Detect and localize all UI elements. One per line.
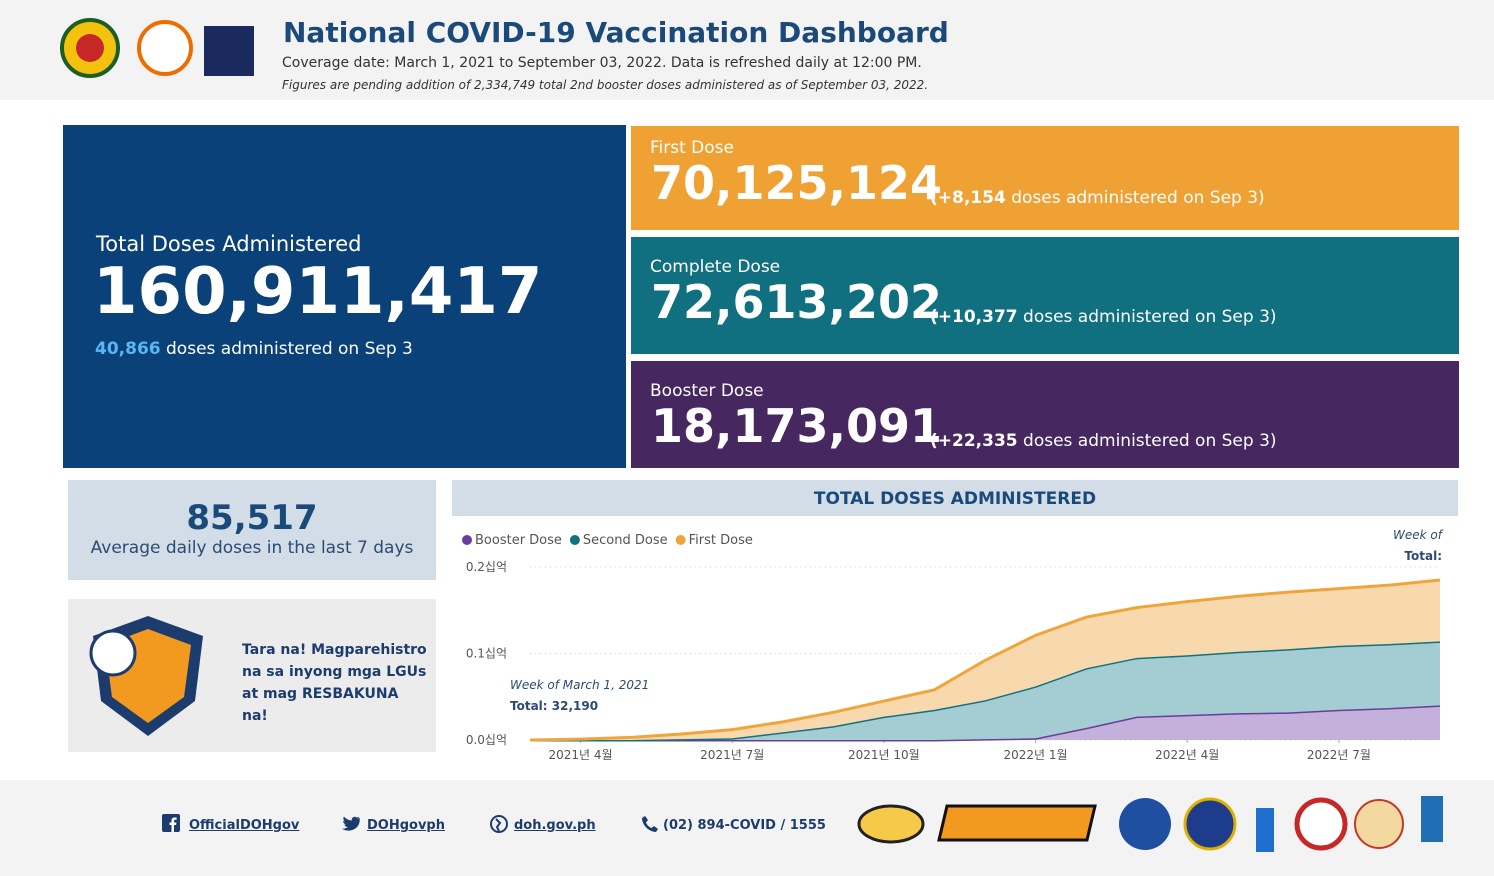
total-value: 160,911,417 [93,255,543,329]
legend-marker [569,535,580,545]
average-value: 85,517 [186,498,318,538]
note: Figures are pending addition of 2,334,74… [282,78,929,92]
total-daily: 40,866 [95,339,161,359]
seal-logo-2 [1354,799,1404,849]
annotation: Week of March 1, 2021 [510,678,649,692]
average-card: 85,517 Average daily doses in the last 7… [68,480,436,580]
legend-label: Booster Dose [475,533,562,548]
website-link[interactable]: doh.gov.ph [514,818,596,833]
y-tick-label: 0.1십억 [466,647,507,661]
iatf-logo [137,20,193,76]
title: National COVID-19 Vaccination Dashboard [283,16,949,49]
dose-change-text: doses administered on Sep 3) [1023,307,1277,327]
dose-card: Booster Dose 18,173,091 (+22,335 doses adm… [631,361,1459,468]
campaign-line: Tara na! Magparehistro [242,642,427,658]
y-tick-label: 0.0십억 [466,733,507,747]
dose-change: (+22,335 [930,431,1018,451]
total-daily-row: 40,866 doses administered on Sep 3 [95,339,413,359]
x-tick-label: 2021년 4월 [549,748,613,762]
total-card: Total Doses Administered 160,911,417 40,… [63,125,626,468]
pco-logo [1119,798,1171,850]
web-icon [490,815,508,833]
dose-change: (+10,377 [930,307,1018,327]
dose-label: First Dose [650,138,734,158]
dose-change-row: (+10,377 doses administered on Sep 3) [930,307,1277,327]
logos [60,18,254,78]
y-tick-label: 0.2십억 [466,560,507,574]
total-label: Total Doses Administered [96,232,362,256]
total-daily-text: doses administered on Sep 3 [166,339,413,359]
badge-seal [89,629,137,677]
campaign-line: na sa inyong mga LGUs [242,664,427,680]
campaign-text: Tara na! Magparehistro na sa inyong mga L… [242,639,427,727]
seal-logo [1183,797,1237,851]
resbakuna-badge [89,616,203,736]
bida-logo [857,804,925,844]
phone: (02) 894-COVID / 1555 [663,818,826,833]
dose-change-text: doses administered on Sep 3) [1011,188,1265,208]
header: National COVID-19 Vaccination Dashboard … [0,0,1494,100]
annotation: Total: [1404,549,1442,563]
chart-title: TOTAL DOSES ADMINISTERED [452,480,1458,516]
campaign-line: na! [242,708,268,724]
dose-value: 70,125,124 [651,156,943,210]
partner-logos [857,796,1443,852]
x-tick-label: 2021년 10월 [848,748,920,762]
phone-icon [642,816,658,832]
x-tick-label: 2022년 7월 [1307,748,1371,762]
x-tick-label: 2022년 1월 [1004,748,1068,762]
x-tick-label: 2021년 7월 [700,748,764,762]
dose-change: (+8,154 [930,188,1006,208]
annotation: Week of [1393,528,1444,542]
legend-label: Second Dose [583,533,668,548]
legend-label: First Dose [689,533,753,548]
average-label: Average daily doses in the last 7 days [90,538,414,558]
dose-value: 18,173,091 [651,399,943,453]
dose-value: 72,613,202 [651,275,943,329]
dose-change-row: (+22,335 doses administered on Sep 3) [930,431,1277,451]
chart: 0.0십억 0.1십억 0.2십억 2021년 4월 2021년 7월 2021년 10월… [462,528,1444,762]
area [530,641,1440,740]
twitter-link[interactable]: DOHgovph [367,818,445,833]
dose-card: Complete Dose 72,613,202 (+10,377 doses ad… [631,237,1459,354]
undp-logo [1421,796,1443,842]
dilg-logo [1294,797,1348,851]
dose-card: First Dose 70,125,124 (+8,154 doses admini… [631,126,1459,230]
resbakuna-logo [937,804,1097,842]
facebook-link[interactable]: OfficialDOHgov [189,818,300,833]
dose-change-row: (+8,154 doses administered on Sep 3) [930,188,1265,208]
coverage: Coverage date: March 1, 2021 to Septembe… [282,55,922,71]
doh-logo-center [76,34,104,62]
campaign-line: at mag RESBAKUNA [242,686,399,702]
area [530,579,1440,740]
annotation: Total: 32,190 [510,699,598,713]
legend-marker [675,535,686,545]
ntf-logo [204,26,254,76]
dose-label: Complete Dose [650,257,781,277]
facebook-icon [162,814,180,832]
dose-label: Booster Dose [650,381,764,401]
x-tick-label: 2022년 4월 [1155,748,1219,762]
area-line [529,578,1441,742]
footer: OfficialDOHgov DOHgovph doh.gov.ph (02) … [0,780,1494,876]
campaign-card: Tara na! Magparehistro na sa inyong mga L… [68,599,436,752]
legend-marker [462,535,472,545]
pia-logo [1256,808,1274,852]
twitter-icon [342,816,360,831]
dose-change-text: doses administered on Sep 3) [1023,431,1277,451]
